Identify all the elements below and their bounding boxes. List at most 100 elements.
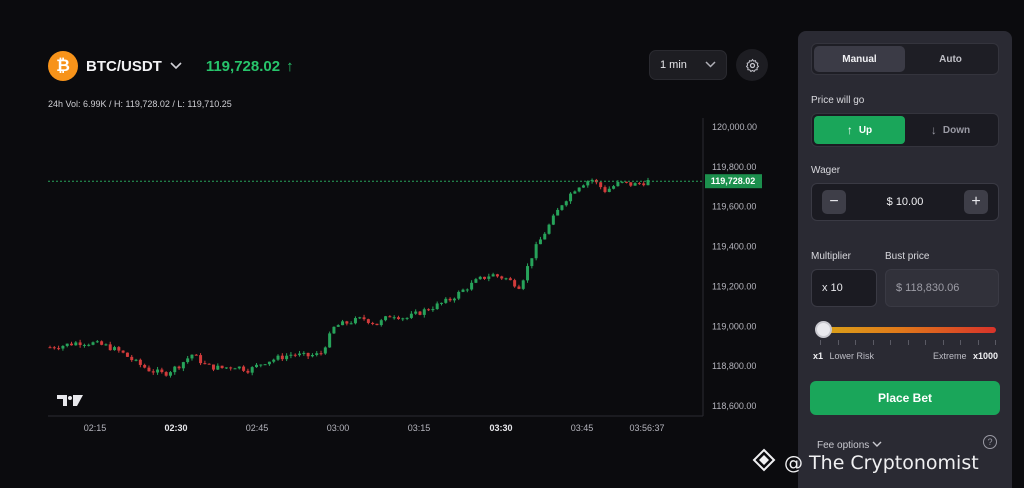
slider-max: Extreme x1000 [933, 351, 998, 361]
candle-body [366, 319, 370, 323]
candle-body [349, 323, 353, 325]
candle-body [547, 224, 551, 234]
candle-body [177, 366, 181, 369]
place-bet-button[interactable]: Place Bet [810, 381, 1000, 415]
bust-price-label: Bust price [885, 251, 930, 262]
help-icon[interactable]: ? [983, 435, 997, 449]
candle-body [607, 188, 611, 192]
pair-selector[interactable]: BTC/USDT [86, 57, 162, 75]
minus-icon[interactable]: − [822, 190, 846, 214]
risk-slider-track[interactable] [818, 327, 996, 333]
down-button[interactable]: ↓ Down [905, 116, 996, 144]
chevron-down-icon[interactable] [170, 59, 182, 73]
direction-toggle: ↑ Up ↓ Down [811, 113, 999, 147]
y-tick-label: 119,400.00 [712, 242, 756, 252]
candle-body [401, 318, 405, 320]
candle-body [289, 354, 293, 356]
y-tick-label: 119,800.00 [712, 162, 756, 172]
candle-body [293, 354, 297, 356]
y-tick-label: 119,000.00 [712, 321, 756, 331]
candle-body [147, 367, 151, 372]
bet-panel: Manual Auto Price will go ↑ Up ↓ Down Wa… [798, 31, 1012, 488]
candle-body [190, 354, 194, 359]
price-chart[interactable]: 120,000.00 119,800.00 119,600.00 119,400.00… [0, 0, 790, 488]
candle-body [444, 298, 448, 303]
candle-body [61, 345, 65, 349]
candle-body [379, 320, 383, 326]
candle-body [375, 323, 379, 326]
slider-max-caption: Extreme [932, 351, 967, 361]
candle-body [487, 276, 491, 279]
candle-body [306, 352, 310, 357]
slider-ticks [820, 340, 996, 346]
down-label: Down [942, 124, 971, 136]
candle-body [194, 354, 198, 356]
fee-options[interactable]: Fee options [817, 440, 882, 451]
multiplier-input[interactable]: x 10 [811, 269, 877, 307]
bitcoin-icon: ₿ [48, 51, 78, 81]
candle-body [250, 367, 254, 373]
candle-body [465, 289, 469, 291]
candle-body [259, 364, 263, 366]
candle-body [341, 321, 345, 326]
timeframe-select[interactable]: 1 min [649, 50, 727, 80]
candle-body [478, 276, 482, 280]
candle-body [130, 356, 134, 361]
candle-body [452, 298, 456, 301]
candle-body [143, 364, 147, 368]
candle-body [362, 317, 366, 320]
candle-body [612, 186, 616, 189]
candle-body [203, 363, 207, 365]
pair-header: ₿ BTC/USDT 119,728.02 ↑ [48, 50, 294, 82]
candle-body [470, 282, 474, 290]
candle-body [586, 181, 590, 186]
candle-body [125, 352, 129, 357]
chevron-down-icon [872, 440, 882, 451]
x-tick-label: 03:45 [571, 423, 594, 433]
x-tick-label: 03:56:37 [629, 423, 664, 433]
candle-body [285, 355, 289, 360]
up-button[interactable]: ↑ Up [814, 116, 905, 144]
candle-body [551, 215, 555, 225]
y-tick-label: 119,200.00 [712, 281, 756, 291]
candle-body [461, 289, 465, 292]
candle-body [233, 368, 237, 370]
candle-body [65, 343, 69, 346]
candle-body [104, 344, 108, 346]
candle-body [508, 278, 512, 281]
candle-body [181, 362, 185, 369]
candle-body [280, 355, 284, 360]
wager-value[interactable]: $ 10.00 [886, 196, 924, 208]
candle-body [633, 183, 637, 186]
candle-body [263, 364, 267, 366]
candle-body [620, 181, 624, 183]
candle-body [569, 193, 573, 202]
candle-body [310, 354, 314, 357]
candle-body [474, 279, 478, 283]
candle-body [483, 276, 487, 279]
candle-body [276, 355, 280, 360]
candle-body [388, 316, 392, 318]
slider-min-caption: Lower Risk [829, 351, 875, 361]
candle-body [95, 341, 99, 343]
candle-body [642, 183, 646, 186]
plus-icon[interactable]: + [963, 190, 988, 214]
arrow-up-icon: ↑ [846, 123, 853, 137]
candle-body [168, 372, 172, 376]
risk-slider-handle[interactable] [815, 321, 832, 338]
multiplier-label: Multiplier [811, 251, 852, 262]
candle-body [224, 367, 228, 369]
y-tick-label: 119,600.00 [712, 202, 756, 212]
candle-body [207, 363, 211, 365]
candle-body [156, 369, 160, 373]
candle-body [414, 311, 418, 314]
candle-body [427, 309, 431, 311]
candle-body [543, 233, 547, 240]
candle-body [384, 316, 388, 321]
tab-auto[interactable]: Auto [939, 53, 962, 65]
bust-price-field: $ 118,830.06 [885, 269, 999, 307]
gear-icon[interactable] [736, 49, 768, 81]
candle-body [603, 187, 607, 192]
tab-manual[interactable]: Manual [814, 46, 905, 72]
current-price-label: 119,728.02 [711, 176, 756, 186]
